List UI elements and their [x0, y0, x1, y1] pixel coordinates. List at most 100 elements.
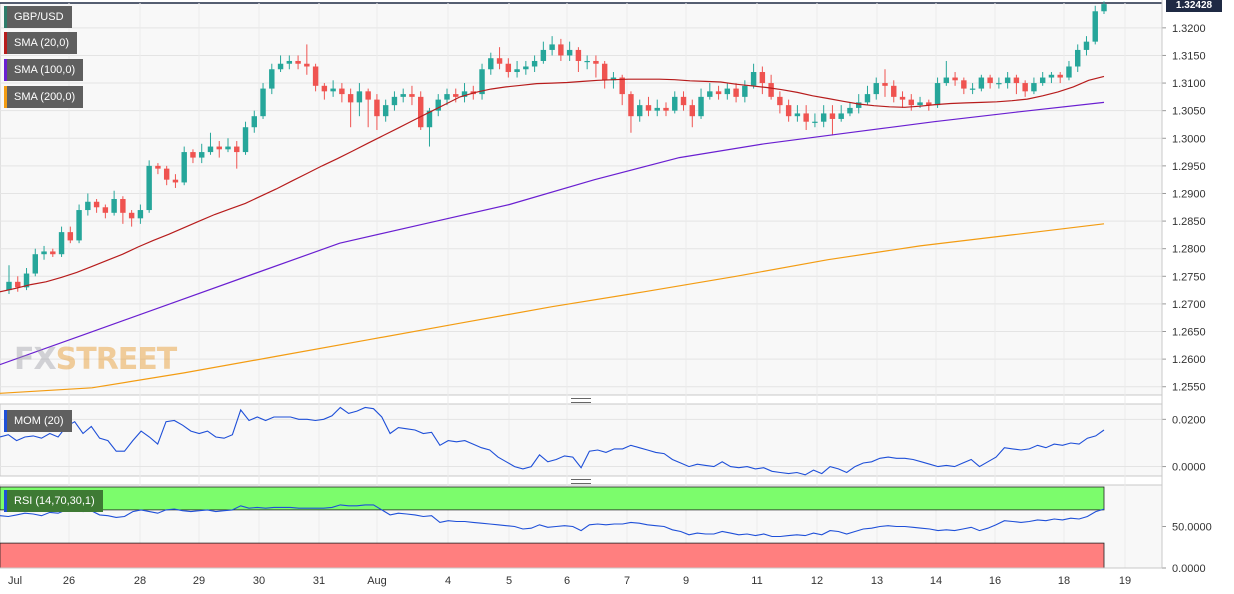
candle-body — [934, 83, 941, 106]
candle — [1004, 72, 1011, 89]
candle-body — [207, 146, 214, 153]
candle — [768, 74, 774, 100]
candle — [820, 105, 827, 128]
candle-body — [505, 63, 512, 73]
candle-body — [601, 63, 608, 81]
candle-body — [295, 60, 301, 64]
time-axis-label: 30 — [253, 575, 265, 587]
candle — [365, 88, 371, 128]
candle — [321, 83, 328, 100]
watermark-part1: FX — [14, 342, 57, 377]
candle — [269, 63, 275, 95]
price-tick-label: 1.2700 — [1172, 299, 1206, 311]
candle-body — [663, 107, 669, 111]
candle-body — [67, 232, 74, 241]
candle — [295, 55, 301, 70]
candle — [286, 55, 293, 70]
candle-body — [645, 105, 652, 111]
candle — [873, 77, 879, 100]
legend-symbol[interactable]: GBP/USD — [4, 6, 72, 28]
candle-body — [917, 102, 923, 106]
candle-body — [637, 105, 643, 117]
price-tick-label: 1.3050 — [1172, 106, 1206, 118]
candle-body — [137, 210, 144, 219]
candle-body — [952, 77, 958, 81]
sma100-line — [0, 101, 1105, 366]
candle-body — [1083, 41, 1090, 50]
candle-body — [899, 96, 906, 100]
candle-body — [199, 152, 205, 158]
candle — [864, 85, 871, 106]
candle — [234, 141, 240, 169]
candle-body — [1039, 77, 1046, 84]
last-price-label: 1.32428 — [1166, 0, 1222, 12]
candle — [225, 138, 231, 153]
candle — [969, 83, 976, 95]
candle — [172, 174, 179, 188]
pane-resize-handle-2[interactable] — [571, 479, 591, 484]
candle — [803, 105, 809, 130]
candle-body — [111, 199, 117, 213]
legend-sma100[interactable]: SMA (100,0) — [4, 59, 84, 81]
candle — [628, 91, 634, 133]
candle-body — [864, 94, 871, 103]
candle — [15, 276, 21, 292]
candle — [76, 204, 82, 244]
candle-body — [829, 113, 836, 119]
candle — [120, 196, 126, 224]
mom-tick-label: 0.0000 — [1172, 462, 1206, 474]
candle-body — [128, 212, 135, 219]
legend-sma20-swatch — [4, 32, 7, 54]
candle-body — [619, 77, 625, 95]
legend-rsi[interactable]: RSI (14,70,30,1) — [4, 490, 103, 512]
candle-body — [277, 63, 284, 70]
candle-body — [120, 199, 126, 213]
candle-body — [251, 116, 257, 128]
candle — [961, 77, 967, 95]
legend-symbol-label: GBP/USD — [14, 11, 64, 23]
sma200-line — [0, 223, 1105, 394]
price-tick-label: 1.2650 — [1172, 327, 1206, 339]
candle — [689, 99, 695, 128]
candle — [505, 58, 512, 78]
candle — [1048, 72, 1055, 84]
candle-body — [93, 201, 100, 208]
candle — [128, 210, 135, 227]
legend-sma20[interactable]: SMA (20,0) — [4, 32, 78, 54]
candle-body — [996, 83, 1002, 85]
candle — [987, 74, 993, 89]
candle-body — [15, 281, 21, 288]
candle — [899, 91, 906, 108]
candle — [1092, 5, 1098, 45]
candle-body — [575, 49, 582, 61]
price-tick-label: 1.2900 — [1172, 188, 1206, 200]
candle-body — [882, 83, 888, 86]
candle — [50, 248, 56, 257]
candle-body — [1031, 83, 1037, 92]
candle — [400, 88, 406, 103]
legend-mom[interactable]: MOM (20) — [4, 410, 72, 432]
legend-symbol-swatch — [4, 6, 7, 28]
candle-body — [987, 77, 993, 84]
candle — [584, 55, 590, 70]
candle — [435, 94, 441, 117]
candle — [952, 72, 958, 86]
legend-mom-swatch — [4, 410, 7, 432]
candle — [409, 85, 415, 106]
mom-tick-label: 0.0200 — [1172, 414, 1206, 426]
candle-body — [847, 107, 853, 114]
legend-sma200[interactable]: SMA (200,0) — [4, 86, 84, 108]
pane-resize-handle-1[interactable] — [571, 398, 591, 403]
candle — [260, 83, 266, 119]
candle-body — [409, 94, 415, 97]
candle — [785, 99, 792, 122]
candle-body — [286, 60, 293, 64]
candle-body — [58, 232, 65, 255]
candle-body — [1048, 74, 1055, 78]
candle-body — [479, 69, 485, 95]
candle — [1066, 60, 1072, 81]
candle-body — [820, 113, 827, 122]
candle — [418, 91, 424, 130]
candle — [514, 60, 520, 78]
legend-sma200-label: SMA (200,0) — [14, 91, 76, 103]
